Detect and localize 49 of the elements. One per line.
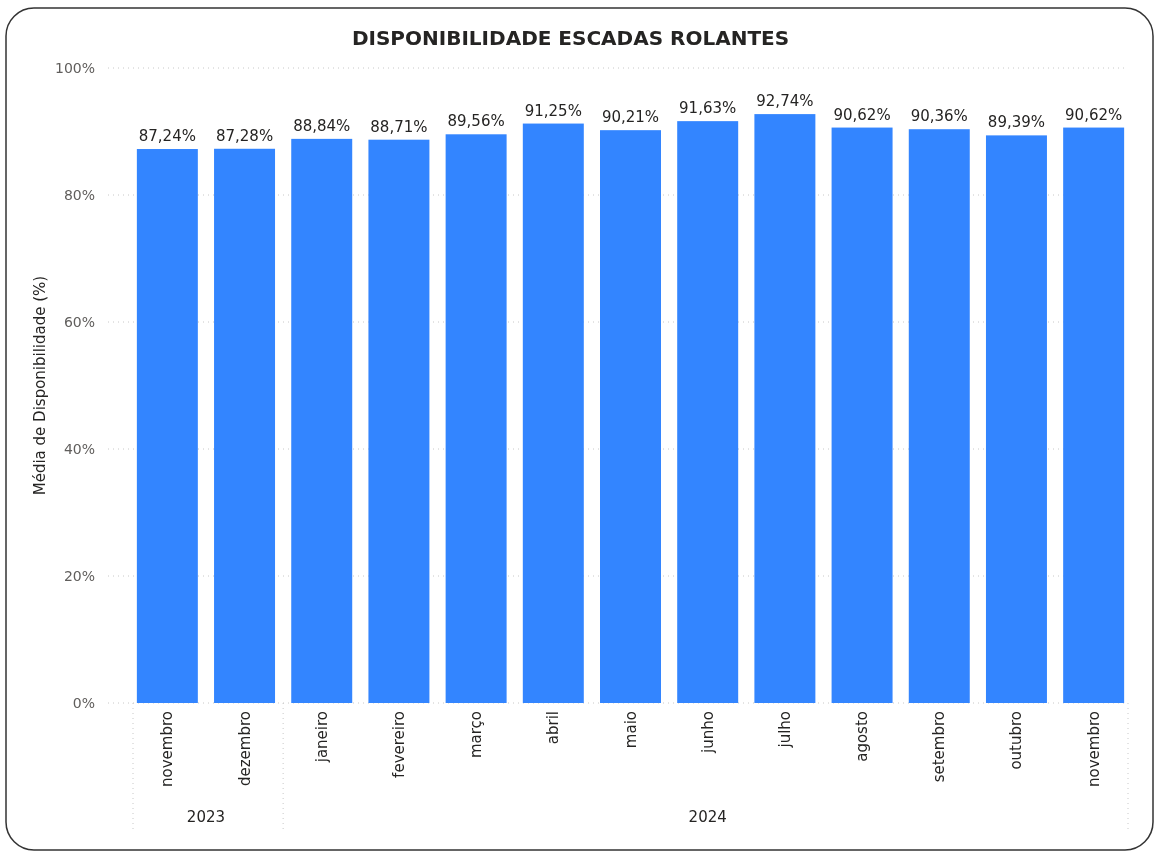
y-tick-label: 100%: [54, 60, 95, 76]
bar: [985, 135, 1047, 703]
bar: [136, 149, 198, 703]
data-label: 91,25%: [524, 101, 582, 120]
y-tick-label: 60%: [63, 314, 95, 330]
x-tick-label: fevereiro: [389, 711, 408, 778]
data-label: 90,62%: [1065, 105, 1123, 124]
y-tick-label: 80%: [63, 187, 95, 203]
data-label: 89,39%: [987, 113, 1046, 132]
x-tick-label: setembro: [930, 711, 949, 783]
bar: [522, 123, 584, 703]
x-tick-label: dezembro: [235, 711, 254, 786]
data-label: 89,56%: [447, 112, 505, 131]
y-tick-label: 40%: [63, 441, 95, 457]
x-tick-label: janeiro: [312, 711, 331, 764]
x-tick-label: novembro: [1084, 711, 1103, 787]
data-label: 90,36%: [910, 107, 968, 126]
x-tick-label: julho: [775, 711, 794, 749]
data-label: 88,71%: [370, 117, 428, 136]
text: 2024: [688, 808, 727, 826]
bar: [214, 148, 276, 703]
bar: [754, 114, 816, 703]
bar: [677, 121, 739, 703]
x-tick-label: outubro: [1007, 711, 1026, 770]
y-axis-title: Média de Disponibilidade (%): [31, 275, 49, 496]
bar: [831, 127, 893, 703]
data-label: 90,21%: [601, 108, 660, 127]
y-tick-label: 0%: [72, 695, 95, 711]
y-tick-label: 20%: [63, 568, 95, 584]
data-label: 92,74%: [756, 92, 814, 111]
bar: [368, 139, 430, 703]
x-tick-label: março: [467, 711, 486, 759]
bar: [908, 129, 970, 703]
bar: [445, 134, 507, 703]
x-tick-label: junho: [698, 711, 717, 754]
data-label: 91,63%: [679, 99, 737, 118]
x-tick-label: agosto: [853, 711, 872, 762]
data-label: 90,62%: [833, 105, 891, 124]
text: 2023: [186, 808, 226, 826]
data-label: 87,28%: [215, 126, 274, 145]
bar: [600, 130, 661, 703]
bar: [291, 138, 353, 703]
chart-title: DISPONIBILIDADE ESCADAS ROLANTES: [351, 26, 790, 50]
x-tick-label: novembro: [158, 711, 177, 787]
data-label: 88,84%: [293, 116, 351, 135]
x-tick-label: maio: [621, 711, 640, 749]
bar: [1063, 127, 1125, 703]
data-label: 87,24%: [138, 127, 196, 146]
x-tick-label: abril: [544, 711, 563, 745]
